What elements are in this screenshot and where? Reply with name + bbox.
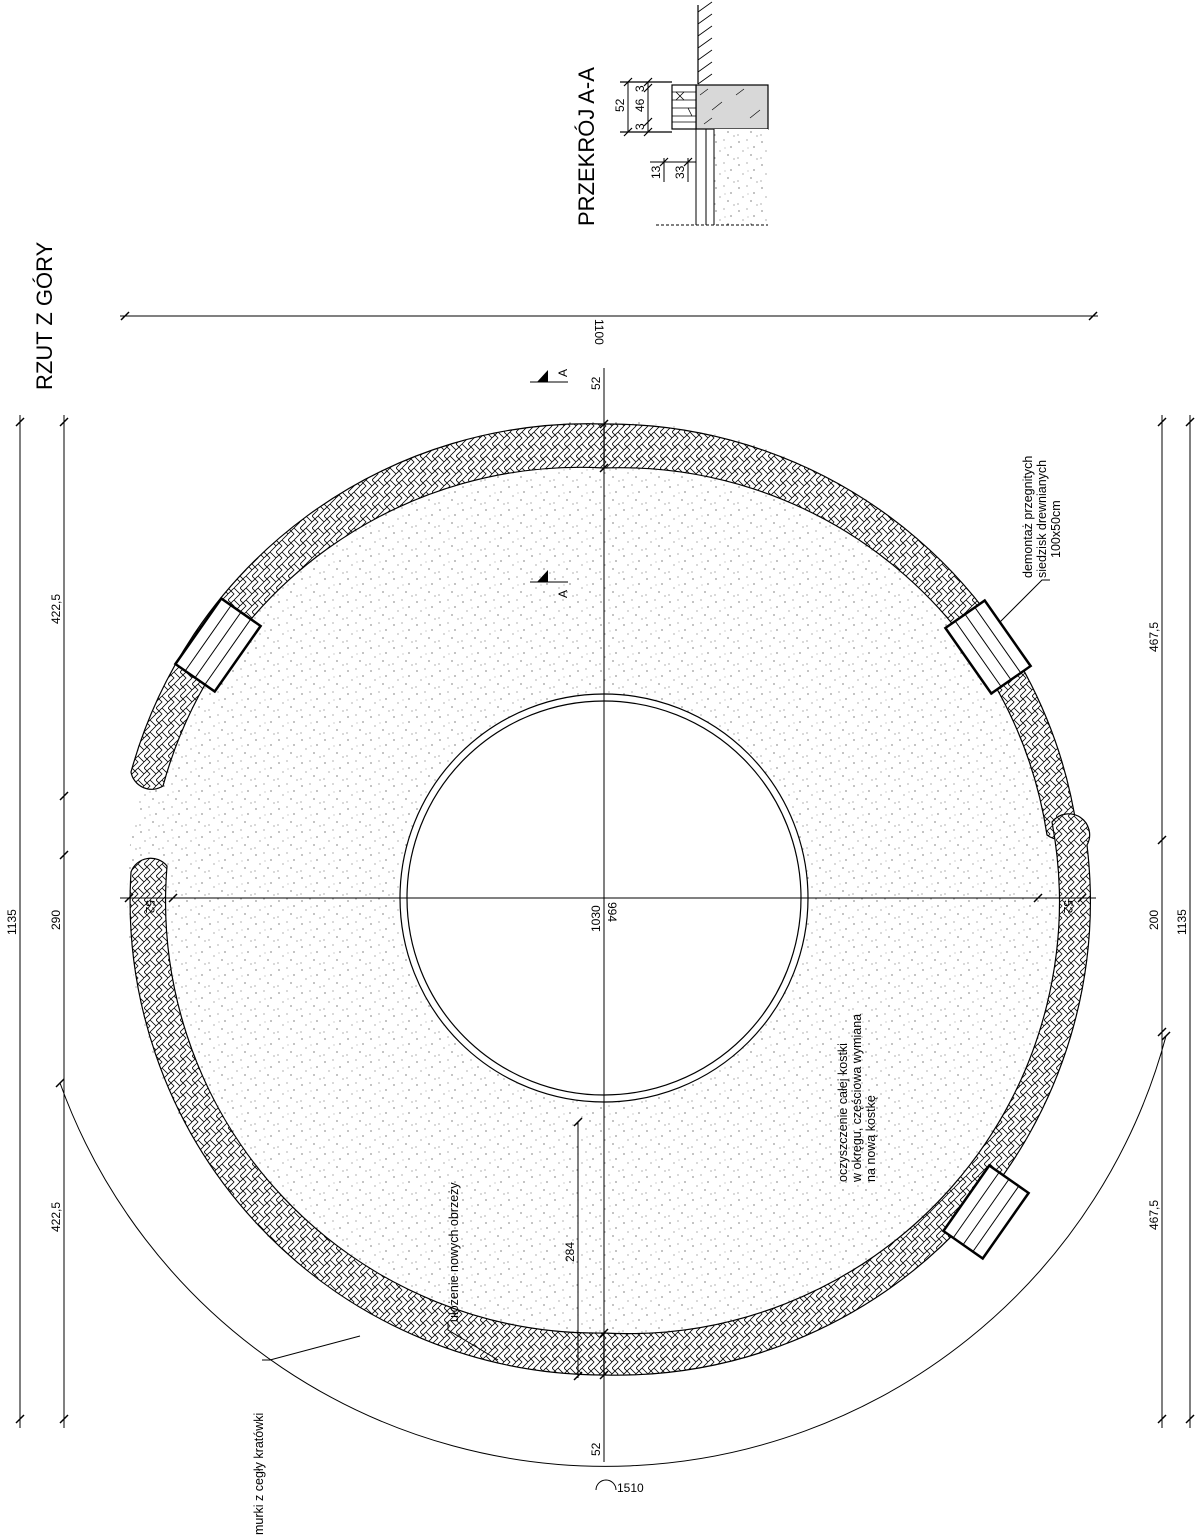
section-ground-fill: [714, 129, 768, 225]
plan-title: RZUT Z GÓRY: [32, 241, 57, 390]
dim-1030: 1030: [589, 905, 603, 932]
dim-467-5-top: 467,5: [1147, 622, 1161, 652]
svg-text:A: A: [556, 590, 570, 598]
dim-wall-left: 52: [143, 900, 157, 914]
section-slab: [695, 84, 769, 130]
bench-top-left: [173, 596, 263, 694]
dim-422-5-top: 422,5: [49, 594, 63, 624]
note-walls: murki z cegły kratówki: [252, 1413, 266, 1535]
dim-994: 994: [605, 902, 619, 922]
leader-walls: [262, 1335, 361, 1361]
section-dim-33: 33: [673, 165, 687, 179]
arc-dimension-1510: [59, 1035, 1167, 1467]
section-dim-13: 13: [649, 165, 663, 179]
arc-symbol-icon: [595, 1479, 617, 1491]
note-benches: demontaż przegnitych siedzisk drewnianyc…: [1021, 456, 1063, 578]
earth-hatch: [697, 1, 713, 85]
note-cleaning: oczyszczenie całej kostki w okręgu, częś…: [836, 1014, 878, 1183]
section-marker-top: A: [530, 369, 570, 383]
plan-view: A A RZUT Z GÓRY 1100 1135 422,5 290 422,…: [5, 241, 1195, 1535]
section-title: PRZEKRÓJ A-A: [574, 67, 599, 226]
svg-text:100x50cm: 100x50cm: [1049, 500, 1063, 558]
wall-segment-bottom-left: [129, 857, 605, 1376]
note-edging: ułożenie nowych obrzeży: [447, 1182, 461, 1322]
dim-290: 290: [49, 910, 63, 930]
section-dim-3-bottom: 3: [633, 123, 647, 130]
svg-text:oczyszczenie całej kostki: oczyszczenie całej kostki: [836, 1043, 850, 1182]
section-dim-3-top: 3: [633, 85, 647, 92]
svg-text:na nową kostkę: na nową kostkę: [864, 1095, 878, 1182]
dim-wall-top: 52: [589, 376, 603, 390]
svg-text:siedzisk drewnianych: siedzisk drewnianych: [1035, 460, 1049, 578]
leader-benches: [999, 579, 1050, 623]
bench-top-right: [943, 598, 1033, 696]
dim-1100: 1100: [592, 319, 606, 345]
dim-1135-right: 1135: [1175, 909, 1189, 935]
dim-1510: 1510: [617, 1481, 644, 1495]
leader-edging: [447, 1322, 499, 1361]
dim-284: 284: [563, 1242, 577, 1262]
dim-1135-left: 1135: [5, 909, 19, 935]
dim-wall-right: 52: [1061, 900, 1075, 914]
section-marker-inner: A: [530, 570, 570, 598]
dim-467-5-bottom: 467,5: [1147, 1200, 1161, 1230]
axis-ticks: [124, 419, 1087, 1380]
wall-segment-bottom-right: [603, 813, 1091, 1376]
svg-text:demontaż przegnitych: demontaż przegnitych: [1021, 456, 1035, 578]
dim-wall-bottom: 52: [589, 1442, 603, 1456]
dim-422-5-bottom: 422,5: [49, 1202, 63, 1232]
section-dim-52: 52: [613, 98, 627, 112]
section-dim-46: 46: [633, 98, 647, 112]
svg-text:A: A: [556, 369, 570, 377]
dim-200: 200: [1147, 910, 1161, 930]
section-view: PRZEKRÓJ A-A: [574, 1, 769, 226]
bench-bottom-right: [941, 1163, 1031, 1261]
svg-text:w okręgu, częściowa wymiana: w okręgu, częściowa wymiana: [850, 1014, 864, 1183]
